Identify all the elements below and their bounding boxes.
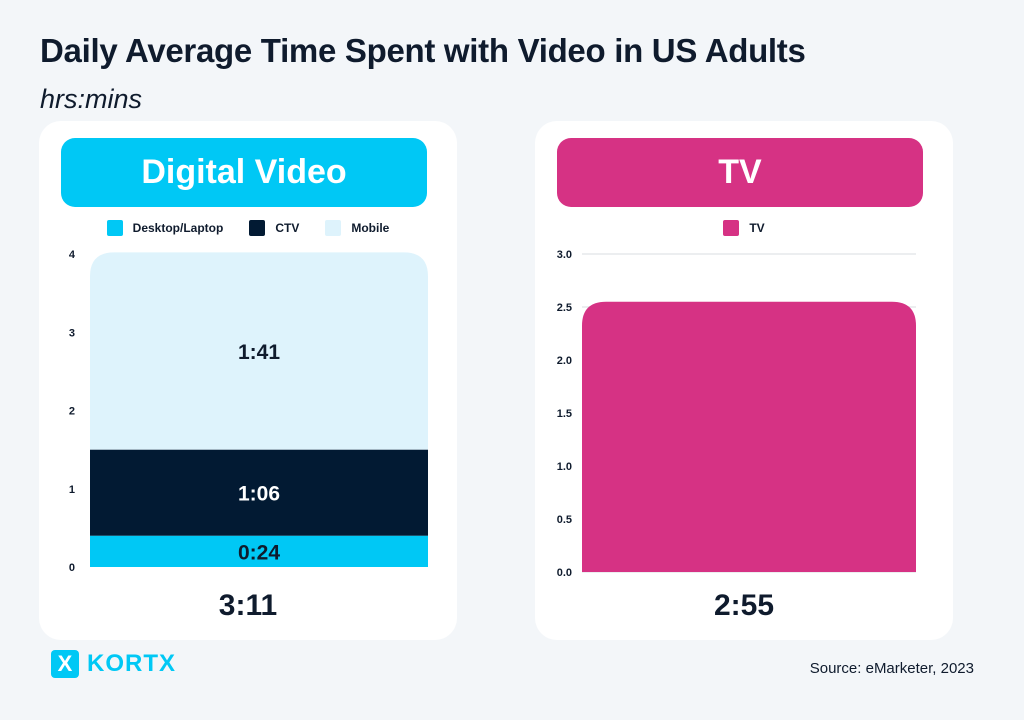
- y-tick-label: 1: [69, 484, 75, 496]
- data-label: 1:06: [238, 483, 280, 506]
- y-tick-label: 1.5: [557, 408, 572, 420]
- kortx-logo: X KORTX: [51, 650, 176, 678]
- chart-title: Daily Average Time Spent with Video in U…: [40, 32, 806, 69]
- bar-segment-mobile: [90, 252, 428, 450]
- y-tick-label: 2.0: [557, 355, 572, 367]
- tv-card: TV TV 0.0 0.5 1.0 1.5 2.0 2.5 3.0 2:55: [535, 121, 953, 640]
- bar-segment-ctv: [90, 449, 428, 536]
- legend-swatch-desktop: [106, 220, 123, 236]
- legend-label-tv: TV: [749, 221, 765, 235]
- y-tick-label: 2: [69, 406, 75, 418]
- y-tick-label: 0: [69, 562, 75, 574]
- tv-header: TV: [557, 138, 923, 207]
- legend-item-ctv: CTV: [249, 220, 299, 236]
- y-tick-label: 3: [69, 327, 75, 339]
- y-tick-label: 3.0: [557, 249, 572, 261]
- digital-video-legend: Desktop/Laptop CTV Mobile: [39, 220, 457, 236]
- tv-total: 2:55: [713, 589, 775, 622]
- legend-item-tv: TV: [723, 220, 765, 236]
- data-label: 0:24: [238, 541, 280, 564]
- y-tick-label: 1.0: [557, 461, 572, 473]
- logo-text: KORTX: [87, 650, 176, 677]
- chart-subtitle: hrs:mins: [40, 84, 143, 114]
- legend-label-desktop: Desktop/Laptop: [132, 221, 224, 235]
- digital-video-plot: 0 1 2 3 4 0:24 1:06 1:41: [69, 249, 428, 574]
- y-tick-label: 2.5: [557, 302, 572, 314]
- digital-video-header: Digital Video: [61, 138, 427, 207]
- tv-legend: TV: [535, 220, 953, 236]
- y-tick-label: 0.0: [557, 567, 572, 579]
- y-tick-label: 0.5: [557, 514, 572, 526]
- source-note: Source: eMarketer, 2023: [809, 660, 974, 677]
- legend-item-mobile: Mobile: [325, 220, 389, 236]
- legend-label-mobile: Mobile: [351, 221, 390, 235]
- digital-video-card: Digital Video Desktop/Laptop CTV Mobile …: [39, 121, 457, 640]
- y-tick-label: 4: [69, 249, 76, 261]
- legend-swatch-tv: [723, 220, 740, 236]
- legend-label-ctv: CTV: [275, 221, 300, 235]
- bar-segment-desktop-laptop: [90, 535, 428, 567]
- legend-swatch-mobile: [325, 220, 342, 236]
- legend-swatch-ctv: [249, 220, 266, 236]
- digital-video-total: 3:11: [218, 589, 278, 622]
- x-logo-icon: X: [51, 650, 79, 678]
- bar-tv: [582, 301, 916, 572]
- legend-item-desktop: Desktop/Laptop: [106, 220, 224, 236]
- tv-plot: 0.0 0.5 1.0 1.5 2.0 2.5 3.0: [557, 249, 916, 579]
- data-label: 1:41: [238, 341, 280, 364]
